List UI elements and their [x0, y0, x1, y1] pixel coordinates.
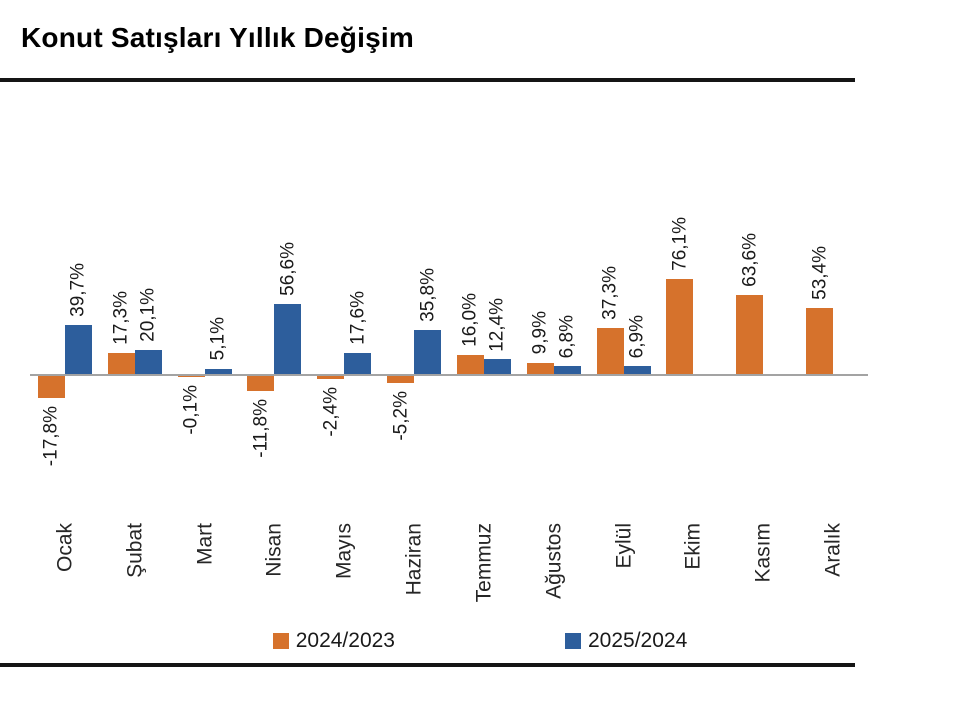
bar	[247, 376, 275, 391]
bar	[414, 329, 442, 375]
bar	[37, 376, 65, 399]
value-label: 56,6%	[277, 241, 299, 296]
value-label: 9,9%	[529, 311, 551, 355]
bar	[107, 353, 135, 375]
value-label: 39,7%	[67, 263, 89, 317]
value-label: 35,8%	[417, 268, 439, 322]
category-label: Temmuz	[472, 523, 496, 603]
category-label: Mayıs	[332, 523, 356, 580]
bar	[666, 279, 694, 375]
value-label: 6,8%	[556, 315, 578, 359]
bar	[317, 376, 345, 380]
bar	[623, 366, 651, 375]
value-label: 20,1%	[137, 287, 159, 342]
bar	[344, 352, 372, 375]
bar	[736, 294, 764, 375]
legend-item-2025-2024: 2025/2024	[565, 629, 687, 653]
bar	[806, 307, 834, 375]
value-label: -17,8%	[40, 406, 62, 467]
legend-swatch-blue-icon	[565, 633, 581, 649]
value-label: 16,0%	[459, 292, 481, 347]
value-label: -5,2%	[390, 390, 412, 441]
category-label: Nisan	[262, 523, 286, 577]
bar	[596, 328, 624, 375]
x-axis-line	[30, 374, 868, 376]
value-label: 12,4%	[486, 297, 508, 352]
category-label: Haziran	[402, 523, 426, 596]
legend-item-2024-2023: 2024/2023	[272, 629, 395, 653]
value-label: -11,8%	[250, 398, 272, 458]
value-label: 37,3%	[599, 266, 621, 321]
category-label: Ağustos	[542, 523, 566, 599]
bar	[204, 368, 232, 375]
category-label: Mart	[193, 523, 217, 565]
bar	[483, 359, 511, 375]
value-label: -0,1%	[180, 385, 202, 435]
legend: 2024/2023 2025/2024	[0, 629, 960, 653]
value-label: 53,4%	[809, 245, 831, 300]
value-label: 63,6%	[739, 233, 761, 287]
bar	[553, 366, 581, 375]
bar	[274, 303, 302, 375]
category-label: Ocak	[53, 523, 77, 573]
value-label: 5,1%	[207, 317, 229, 361]
category-label: Kasım	[751, 523, 775, 583]
legend-label-2025-2024: 2025/2024	[588, 629, 688, 652]
bar	[526, 362, 554, 375]
value-label: 17,3%	[110, 291, 132, 346]
top-divider	[0, 78, 855, 82]
bar	[134, 349, 162, 375]
value-label: -2,4%	[320, 387, 342, 437]
bar	[64, 324, 92, 375]
bar	[456, 354, 484, 375]
value-label: 76,1%	[669, 217, 691, 272]
bottom-divider	[0, 663, 855, 667]
category-label: Şubat	[123, 523, 147, 578]
value-label: 6,9%	[626, 315, 648, 359]
category-label: Ekim	[681, 523, 705, 570]
value-label: 17,6%	[347, 290, 369, 345]
chart-title: Konut Satışları Yıllık Değişim	[21, 22, 414, 53]
bar	[177, 376, 205, 377]
category-label: Aralık	[821, 523, 845, 577]
legend-swatch-orange-icon	[272, 633, 289, 649]
bar	[387, 376, 415, 383]
legend-label-2024-2023: 2024/2023	[295, 629, 395, 652]
category-label: Eylül	[612, 523, 636, 569]
